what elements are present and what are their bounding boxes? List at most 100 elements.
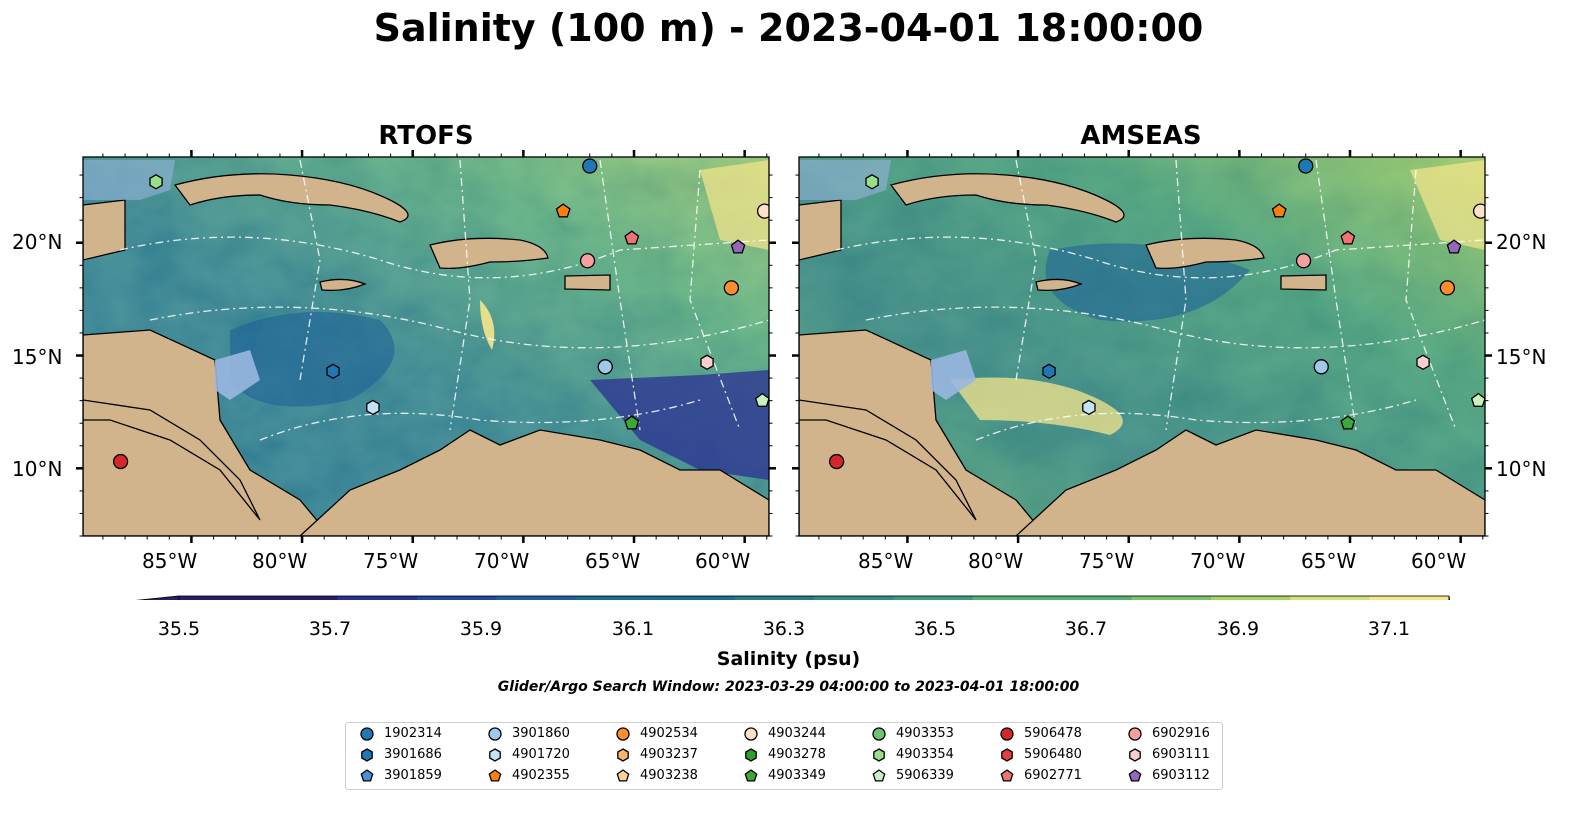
rtofs-float-6903112 [730, 239, 746, 254]
lon-tick-65w-right: 65°W [1301, 549, 1357, 573]
legend-label: 6902771 [1024, 768, 1082, 783]
colorbar-tick-36-5: 36.5 [913, 618, 957, 640]
rtofs-float-6902771 [624, 230, 640, 245]
lon-tick-65w-left: 65°W [585, 549, 641, 573]
rtofs-float-4902534 [723, 280, 740, 296]
colorbar [135, 595, 1451, 600]
legend-label: 4903238 [640, 768, 698, 783]
legend-marker-circle-icon [616, 727, 630, 741]
amseas-float-5906339 [1470, 392, 1485, 407]
legend-marker-circle-icon [872, 727, 886, 741]
legend-label: 1902314 [384, 726, 442, 741]
colorbar-tick-35-7: 35.7 [308, 618, 352, 640]
legend-marker-3901686 [361, 748, 373, 762]
lon-tick-70w-right: 70°W [1190, 549, 1246, 573]
legend-marker-6902916 [1128, 727, 1142, 741]
legend-marker-circle-icon [744, 727, 758, 741]
legend-marker-pentagon-icon [1128, 769, 1142, 782]
legend-label: 4903353 [896, 726, 954, 741]
colorbar-segment [1369, 596, 1450, 600]
colorbar-tick-36-3: 36.3 [762, 618, 806, 640]
colorbar-extend-min [135, 595, 180, 600]
amseas-float-4902355 [1271, 203, 1287, 218]
legend-marker-hexagon-icon [873, 748, 885, 762]
legend-marker-circle-icon [488, 727, 502, 741]
colorbar-segment [417, 596, 498, 600]
search-window-note: Glider/Argo Search Window: 2023-03-29 04… [497, 679, 1080, 695]
lat-tick-15n-right: 15°N [1496, 345, 1547, 369]
figure-title: Salinity (100 m) - 2023-04-01 18:00:00 [373, 6, 1204, 50]
colorbar-label: Salinity (psu) [716, 648, 861, 670]
legend-label: 5906480 [1024, 747, 1082, 762]
rtofs-float-3901686 [326, 363, 340, 380]
legend-marker-hexagon-icon [1001, 748, 1013, 762]
colorbar-frame [178, 595, 1450, 600]
amseas-float-3901860 [1313, 359, 1329, 375]
legend-marker-4902534 [616, 727, 630, 741]
rtofs-float-1902314 [582, 158, 598, 174]
legend-marker-hexagon-icon [361, 748, 373, 762]
lat-tick-15n-left: 15°N [12, 345, 63, 369]
legend-marker-6902771 [1000, 769, 1014, 782]
legend-label: 4902355 [512, 768, 570, 783]
legend-label: 6903111 [1152, 747, 1210, 762]
amseas-float-6903111 [1416, 354, 1430, 371]
amseas-float-6902916 [1295, 253, 1312, 269]
legend-marker-circle-icon [1000, 727, 1014, 741]
legend-marker-hexagon-icon [617, 748, 629, 762]
lon-tick-60w-right: 60°W [1411, 549, 1467, 573]
amseas-float-4903354 [865, 174, 879, 190]
colorbar-segment [575, 596, 656, 600]
legend-label: 4903237 [640, 747, 698, 762]
legend-marker-pentagon-icon [872, 769, 886, 782]
legend-marker-4903353 [872, 727, 886, 741]
lon-tick-75w-left: 75°W [363, 549, 419, 573]
lon-tick-85w-left: 85°W [142, 549, 198, 573]
amseas-float-1902314 [1298, 158, 1314, 174]
colorbar-tick-36-1: 36.1 [611, 618, 655, 640]
legend-marker-1902314 [360, 727, 374, 741]
lat-tick-10n-right: 10°N [1496, 457, 1547, 481]
colorbar-segment [1052, 596, 1133, 600]
amseas-float-4903244 [1472, 203, 1485, 219]
rtofs-float-4903244 [756, 203, 769, 219]
legend-label: 3901859 [384, 768, 442, 783]
legend-marker-pentagon-icon [744, 769, 758, 782]
colorbar-tick-35-5: 35.5 [157, 618, 201, 640]
legend-label: 4903349 [768, 768, 826, 783]
legend-marker-circle-icon [1128, 727, 1142, 741]
colorbar-tick-36-9: 36.9 [1216, 618, 1260, 640]
lon-tick-75w-right: 75°W [1079, 549, 1135, 573]
legend-marker-circle-icon [360, 727, 374, 741]
legend-marker-3901859 [360, 769, 374, 782]
rtofs-float-4903349 [624, 415, 640, 430]
rtofs-float-4901720 [366, 399, 380, 416]
rtofs-map [83, 157, 769, 536]
legend-label: 4903244 [768, 726, 826, 741]
colorbar-segment [655, 596, 736, 600]
panel-title-amseas: AMSEAS [1080, 121, 1202, 151]
amseas-float-3901686 [1042, 363, 1056, 380]
legend-label: 3901686 [384, 747, 442, 762]
colorbar-segment [179, 596, 259, 600]
legend-marker-pentagon-icon [1000, 769, 1014, 782]
amseas-float-4902534 [1439, 280, 1456, 296]
colorbar-segment [337, 596, 418, 600]
colorbar-tick-35-9: 35.9 [459, 618, 503, 640]
legend-marker-6903112 [1128, 769, 1142, 782]
panel-title-rtofs: RTOFS [378, 121, 474, 151]
legend-label: 4902534 [640, 726, 698, 741]
amseas-float-4903349 [1340, 415, 1356, 430]
lat-tick-20n-right: 20°N [1496, 230, 1547, 254]
legend-marker-4903349 [744, 769, 758, 782]
legend-marker-4902355 [488, 769, 502, 782]
amseas-map [799, 157, 1485, 536]
amseas-float-4901720 [1082, 399, 1096, 416]
legend-marker-4903278 [745, 748, 757, 762]
legend-marker-hexagon-icon [745, 748, 757, 762]
legend-marker-pentagon-icon [616, 769, 630, 782]
rtofs-float-5906478 [112, 453, 129, 470]
rtofs-float-5906339 [754, 392, 769, 407]
lon-tick-85w-right: 85°W [858, 549, 914, 573]
legend-marker-4903237 [617, 748, 629, 762]
